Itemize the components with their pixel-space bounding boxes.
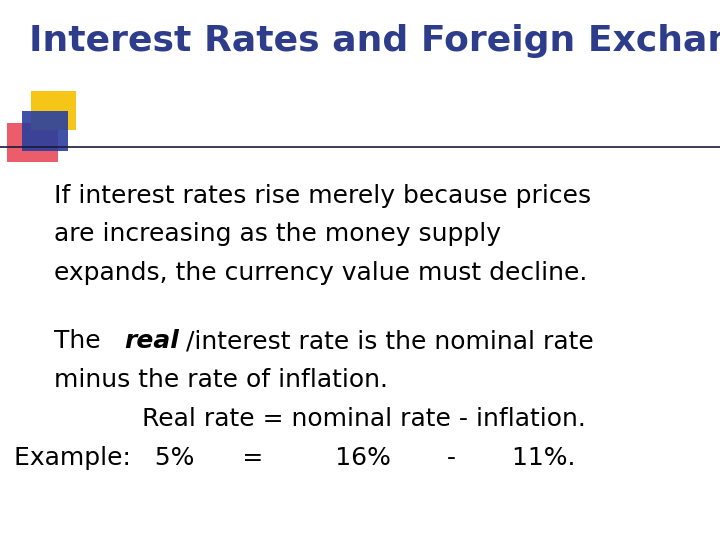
- Text: Interest Rates and Foreign Exchange: Interest Rates and Foreign Exchange: [29, 24, 720, 58]
- Text: If interest rates rise merely because prices: If interest rates rise merely because pr…: [54, 184, 591, 207]
- Text: The: The: [54, 329, 109, 353]
- Text: real: real: [125, 329, 179, 353]
- Text: expands, the currency value must decline.: expands, the currency value must decline…: [54, 261, 588, 285]
- Text: minus the rate of inflation.: minus the rate of inflation.: [54, 368, 388, 392]
- Text: Example:   5%      =         16%       -       11%.: Example: 5% = 16% - 11%.: [14, 446, 576, 470]
- FancyBboxPatch shape: [7, 123, 58, 162]
- Text: /interest rate is the nominal rate: /interest rate is the nominal rate: [186, 329, 594, 353]
- Text: are increasing as the money supply: are increasing as the money supply: [54, 222, 501, 246]
- FancyBboxPatch shape: [31, 91, 76, 130]
- Text: Real rate = nominal rate - inflation.: Real rate = nominal rate - inflation.: [54, 407, 586, 431]
- FancyBboxPatch shape: [22, 111, 68, 151]
